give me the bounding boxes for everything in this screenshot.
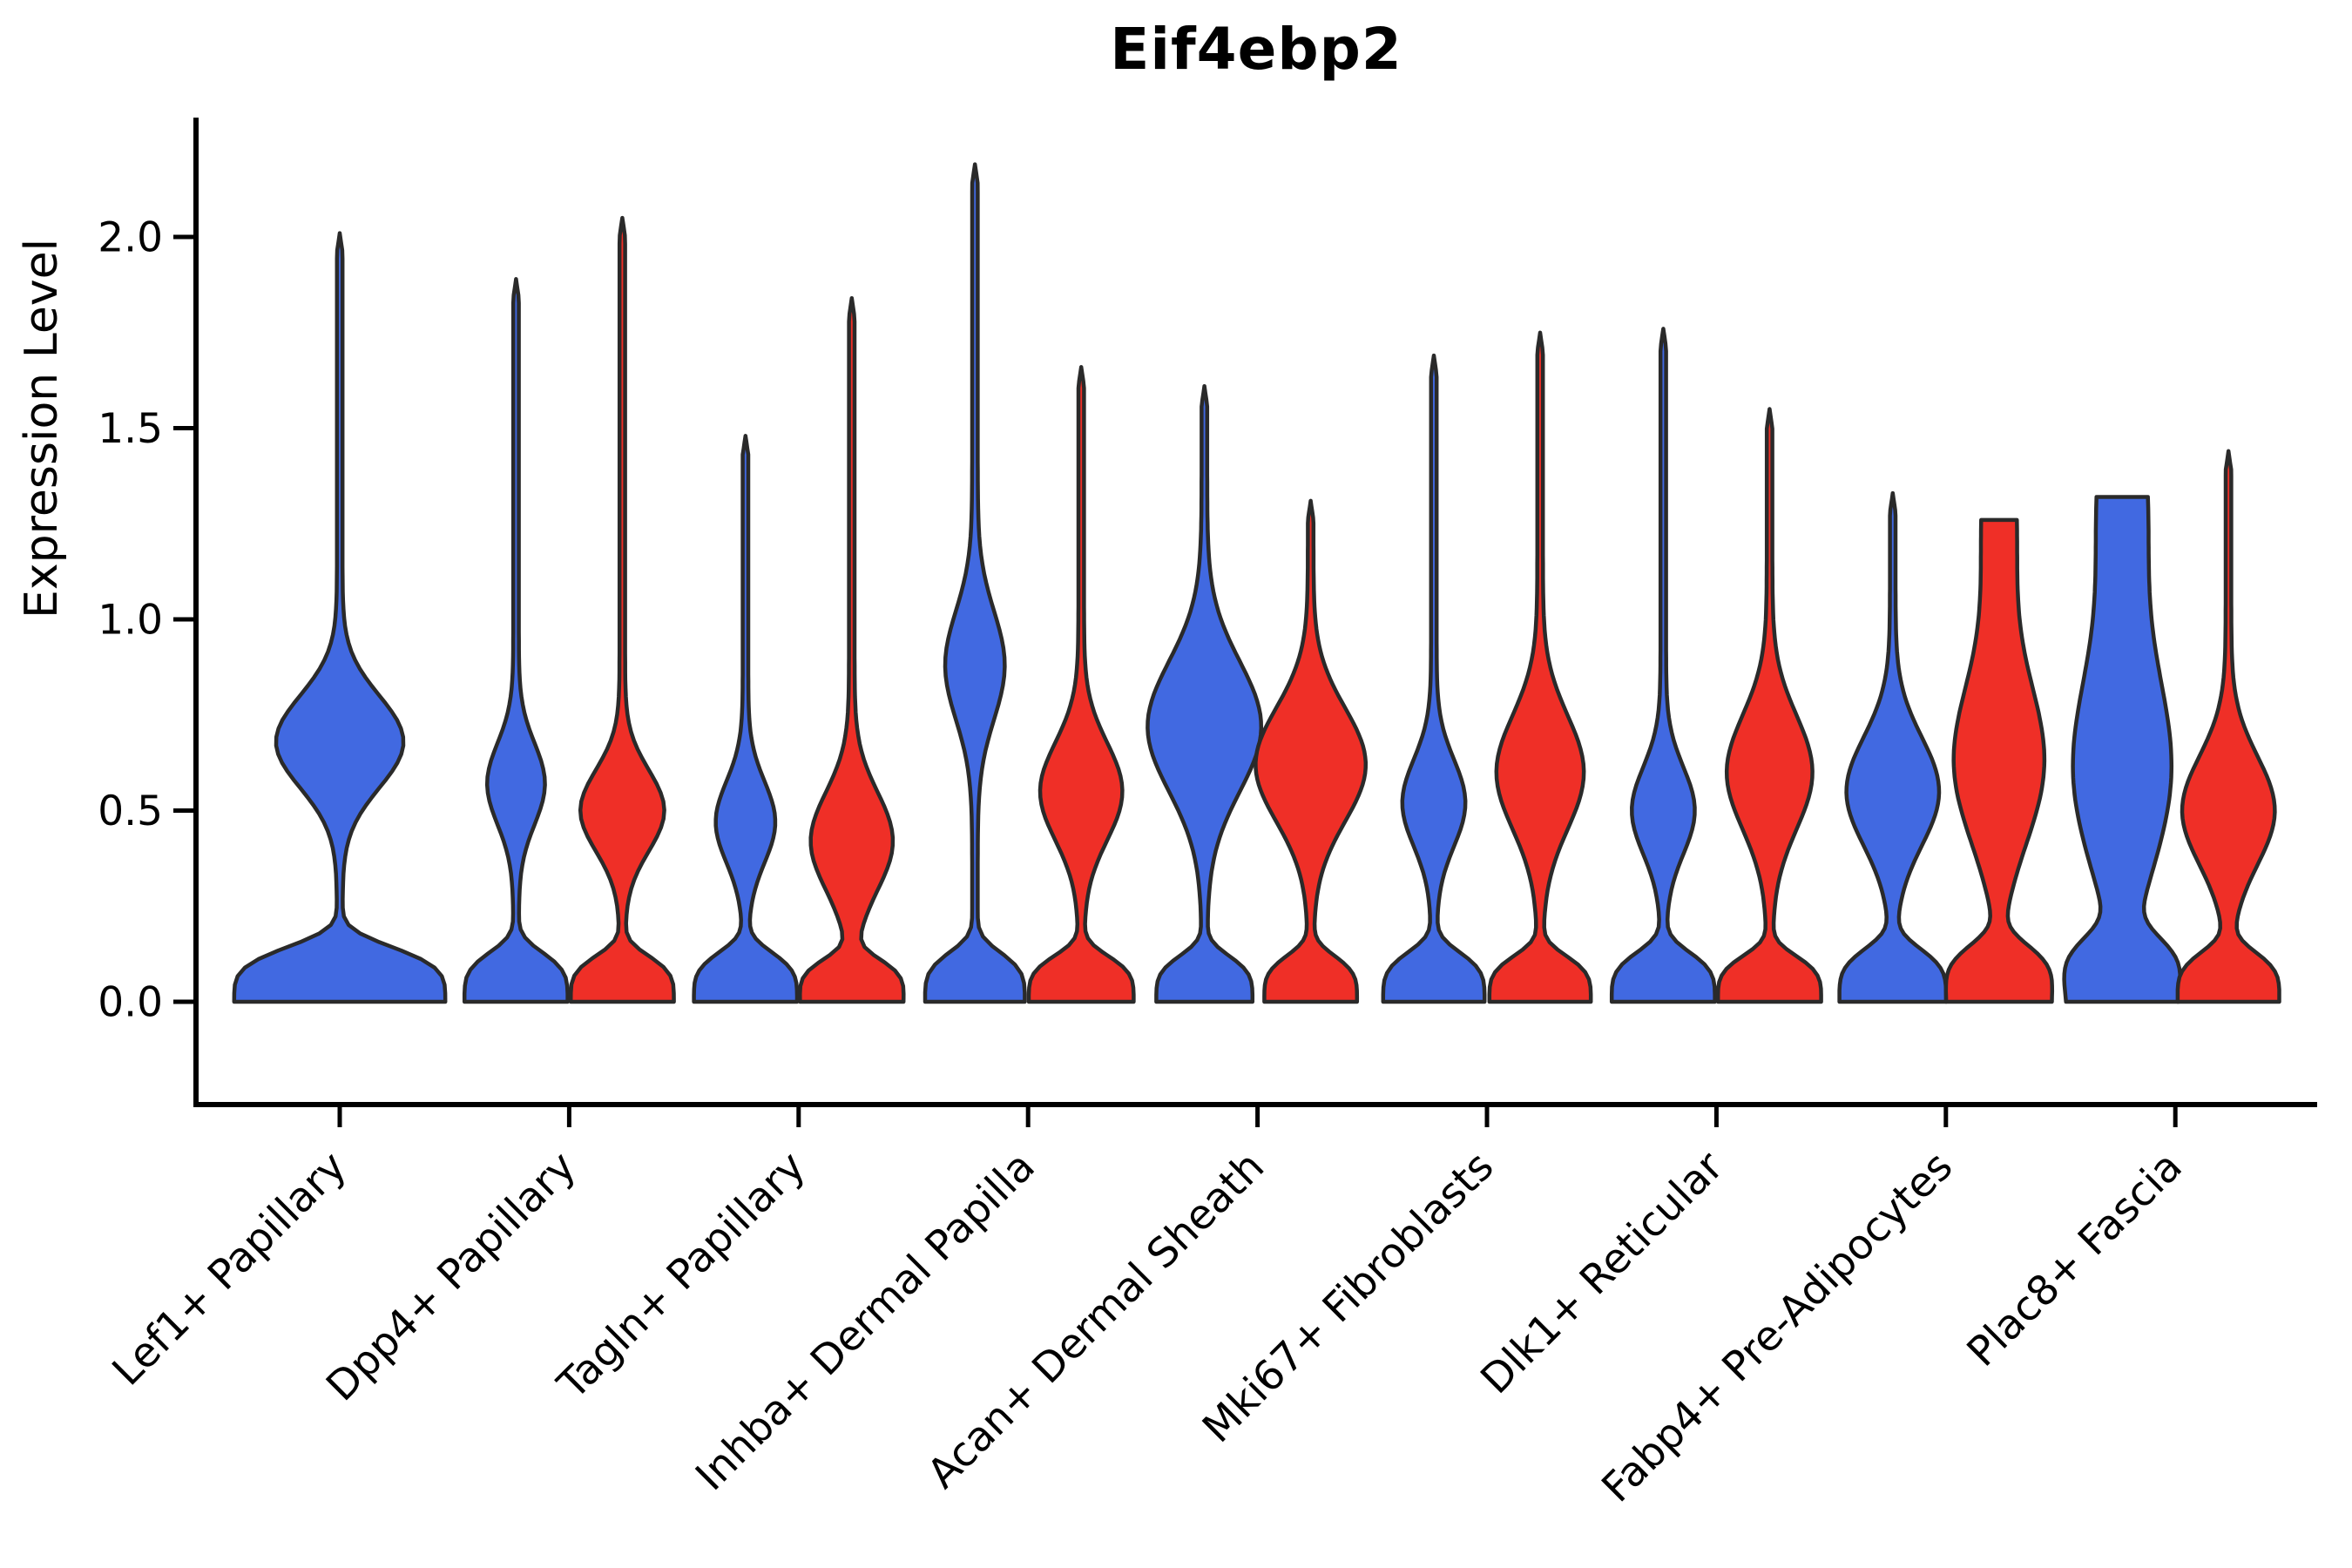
violin-tagln-blue: [692, 434, 800, 1004]
violin-mki67-blue: [1381, 353, 1487, 1004]
y-tick-label: 0.0: [98, 978, 163, 1026]
x-category-label: Dpp4+ Papillary: [317, 1143, 585, 1411]
violin-dlk1-blue: [1609, 327, 1717, 1004]
x-category-label: Plac8+ Fascia: [1958, 1143, 2192, 1376]
x-category-label: Tagln+ Papillary: [548, 1143, 814, 1409]
y-tick-label: 1.0: [98, 596, 163, 644]
y-tick-label: 1.5: [98, 405, 163, 453]
violin-acan-blue: [1146, 383, 1264, 1004]
x-category-label: Lef1+ Papillary: [104, 1143, 356, 1396]
violin-plac8-red: [2175, 449, 2281, 1004]
violin-lef1-blue: [232, 231, 448, 1004]
x-category-label: Dlk1+ Reticular: [1471, 1142, 1733, 1403]
violin-dpp4-red: [568, 215, 676, 1004]
violin-acan-red: [1254, 498, 1369, 1004]
violin-dlk1-red: [1715, 407, 1823, 1004]
y-tick-label: 0.5: [98, 787, 163, 835]
violin-inhba-red: [1026, 365, 1136, 1004]
violin-tagln-red: [798, 295, 906, 1004]
y-tick-label: 2.0: [98, 213, 163, 261]
violin-dpp4-blue: [462, 277, 570, 1004]
violin-inhba-blue: [923, 162, 1027, 1004]
violin-fabp4-blue: [1837, 490, 1949, 1004]
chart-title: Eif4ebp2: [1110, 16, 1402, 83]
violin-plac8-blue: [2062, 495, 2183, 1004]
violin-fabp4-red: [1943, 517, 2055, 1004]
violin-mki67-red: [1487, 330, 1593, 1004]
